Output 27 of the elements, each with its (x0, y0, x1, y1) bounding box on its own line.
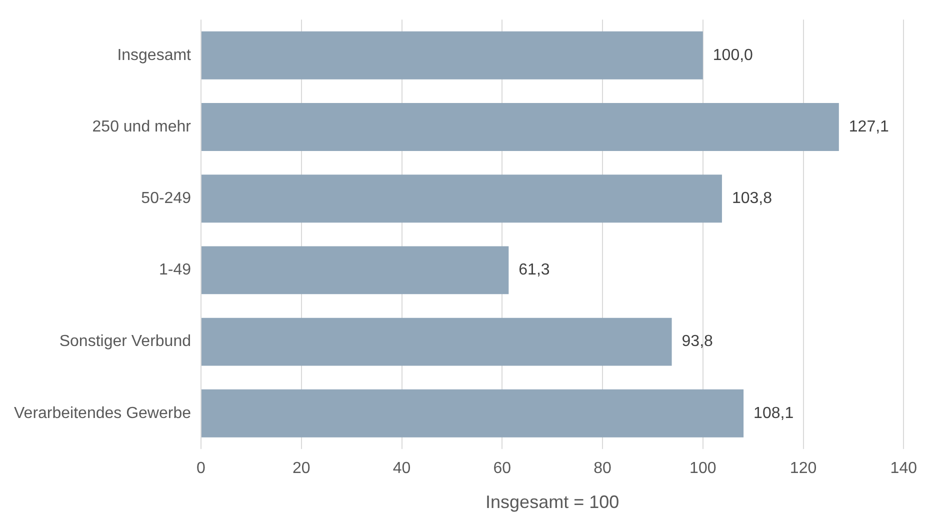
x-tick-label: 140 (890, 460, 918, 478)
x-tick-label: 20 (292, 460, 310, 478)
y-tick-label: Sonstiger Verbund (59, 333, 191, 350)
data-label: 103,8 (732, 190, 772, 208)
x-tick-label: 60 (493, 460, 512, 478)
y-tick-label: 250 und mehr (92, 118, 192, 136)
x-tick-label: 0 (196, 460, 206, 478)
y-tick-label: 50-249 (141, 190, 192, 208)
bar (202, 174, 722, 223)
bar (202, 318, 672, 366)
x-tick-label: 100 (690, 460, 716, 478)
x-tick-label: 40 (392, 460, 411, 478)
data-label: 100,0 (712, 46, 754, 64)
data-label: 108,1 (754, 404, 794, 422)
data-label: 61,3 (518, 262, 550, 279)
bar (202, 103, 839, 151)
bar (202, 389, 744, 438)
data-label: 93,8 (682, 333, 714, 350)
bar (202, 31, 703, 80)
y-tick-label: 1-49 (158, 262, 192, 279)
x-tick-label: 120 (790, 460, 817, 478)
data-label: 127,1 (848, 118, 890, 136)
y-tick-label: Insgesamt (117, 46, 192, 64)
x-axis-title: Insgesamt = 100 (486, 492, 620, 512)
y-tick-label: Verarbeitendes Gewerbe (14, 404, 192, 422)
x-tick-label: 80 (594, 460, 612, 478)
bar (202, 246, 509, 294)
